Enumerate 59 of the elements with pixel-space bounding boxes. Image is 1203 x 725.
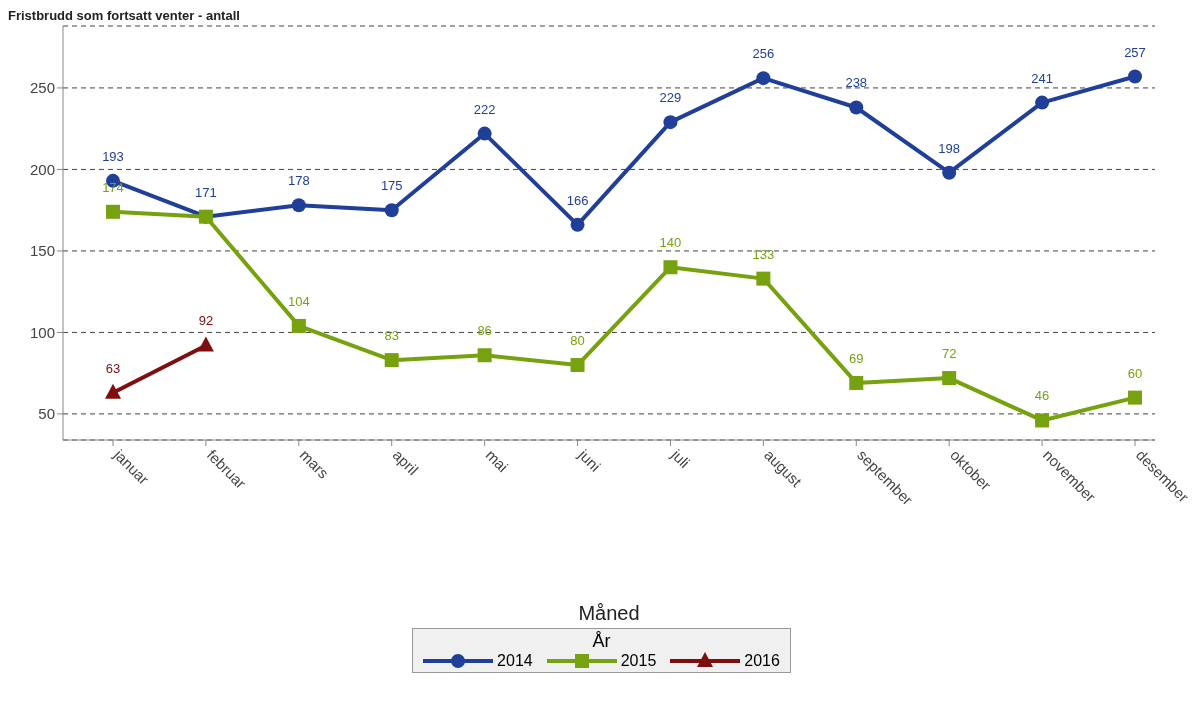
data-label: 222	[473, 101, 496, 117]
point	[477, 348, 492, 363]
point	[1035, 95, 1050, 110]
data-label: 63	[105, 360, 121, 376]
point	[384, 203, 399, 218]
data-label: 178	[287, 173, 310, 189]
point	[942, 165, 957, 180]
data-label: 238	[845, 75, 868, 91]
legend-label: 2015	[620, 652, 657, 670]
data-label: 80	[570, 333, 585, 349]
y-tick-label: 250	[29, 79, 55, 97]
x-axis-title: Måned	[578, 602, 640, 624]
data-label: 166	[566, 192, 589, 208]
point	[849, 375, 864, 390]
legend-title: År	[591, 631, 612, 652]
data-label: 140	[659, 235, 682, 251]
data-label: 175	[380, 178, 403, 194]
point	[663, 260, 678, 275]
y-tick-label: 150	[29, 242, 55, 260]
point	[663, 115, 678, 130]
point	[1128, 390, 1142, 405]
data-label: 69	[849, 350, 864, 366]
point	[291, 318, 306, 333]
point	[477, 126, 492, 141]
point	[849, 100, 864, 115]
x-tick-label: juni	[574, 445, 604, 475]
data-label: 171	[195, 184, 217, 200]
y-tick-label: 200	[29, 160, 55, 178]
point	[756, 271, 771, 286]
data-label: 241	[1031, 70, 1053, 86]
legend-label: 2016	[744, 652, 780, 670]
data-label: 72	[941, 346, 957, 362]
x-tick-label: juli	[667, 445, 694, 472]
data-label: 198	[938, 140, 961, 156]
point	[1128, 69, 1142, 84]
x-tick-label: april	[389, 446, 422, 479]
y-tick-label: 100	[29, 323, 55, 341]
point	[106, 204, 120, 219]
data-label: 104	[287, 293, 310, 309]
y-tick-label: 50	[38, 405, 55, 423]
data-label: 229	[659, 90, 682, 106]
x-tick-label: mai	[482, 446, 512, 476]
data-label: 83	[384, 328, 399, 344]
legend-label: 2014	[497, 652, 533, 670]
point	[1035, 413, 1050, 428]
chart-title: Fristbrudd som fortsatt venter - antall	[8, 8, 241, 23]
point	[942, 371, 957, 386]
point	[384, 353, 399, 368]
data-label: 60	[1127, 365, 1143, 381]
data-label: 257	[1124, 44, 1146, 60]
point	[570, 217, 585, 232]
data-label: 92	[198, 313, 214, 329]
data-label: 193	[102, 148, 124, 164]
point	[291, 198, 306, 213]
point	[570, 358, 585, 373]
data-label: 46	[1034, 388, 1050, 404]
data-label: 133	[752, 246, 775, 262]
point	[756, 71, 771, 86]
data-label: 256	[752, 46, 775, 62]
